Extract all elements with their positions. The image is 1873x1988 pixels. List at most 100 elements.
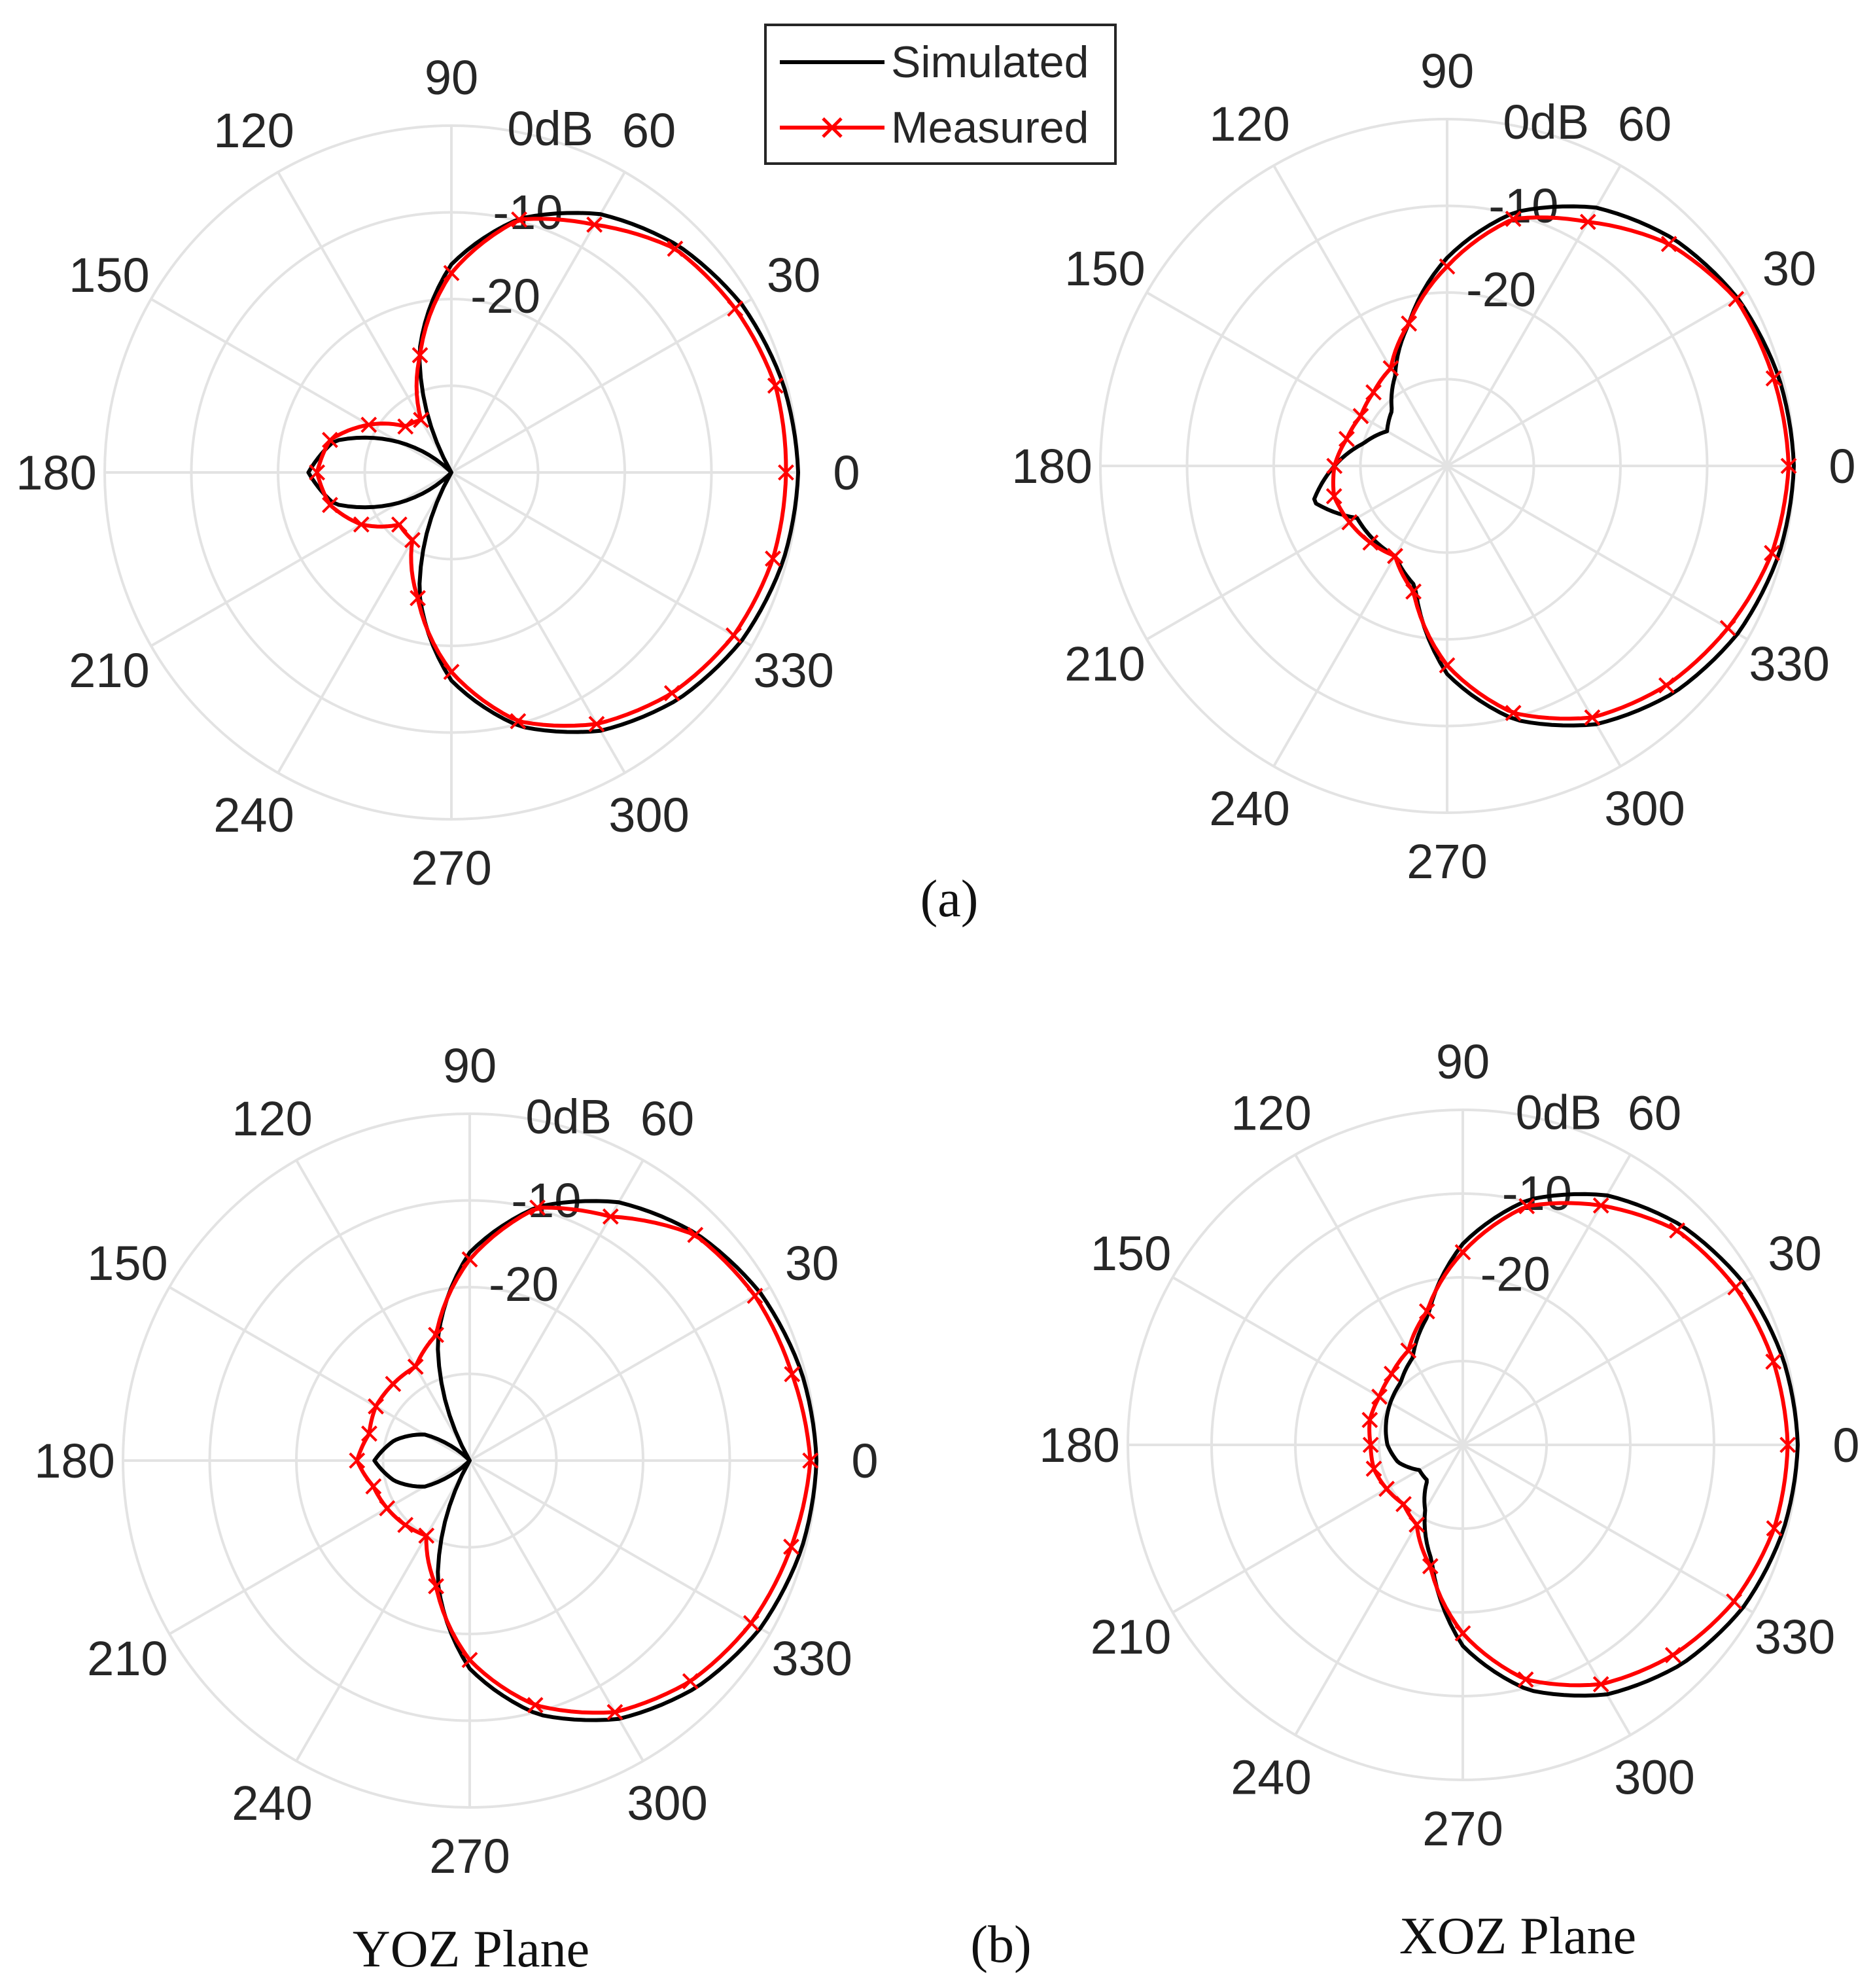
measured-point-marker	[1341, 514, 1358, 531]
legend: Simulated Measured	[764, 24, 1117, 165]
measured-point-marker	[1365, 384, 1382, 400]
measured-point-marker	[353, 516, 370, 533]
radial-tick-label: 0dB	[525, 1090, 612, 1144]
grid-spoke	[169, 1459, 470, 1635]
legend-box	[764, 24, 1117, 165]
measured-point-marker	[1361, 1411, 1378, 1429]
measured-point-marker	[1382, 360, 1399, 377]
measured-point-marker	[1592, 1197, 1609, 1214]
polar-panels: 03060901201501802102402703003300dB-10-20…	[16, 44, 1859, 1883]
grid-spoke	[1446, 165, 1622, 467]
measured-point-marker	[1584, 709, 1601, 726]
grid-spoke	[1446, 291, 1748, 467]
measured-point-marker	[309, 464, 326, 481]
measured-point-marker	[511, 211, 527, 228]
measured-point-marker	[743, 1615, 760, 1631]
measured-point-marker	[1592, 1676, 1609, 1693]
measured-point-marker	[1726, 1593, 1742, 1610]
legend-label-simulated: Simulated	[891, 37, 1089, 87]
angle-tick-label: 270	[1407, 834, 1487, 889]
angle-tick-label: 270	[429, 1829, 510, 1883]
angle-tick-label: 90	[1420, 44, 1474, 98]
measured-point-marker	[1422, 1558, 1439, 1574]
measured-point-marker	[527, 1697, 544, 1714]
radial-tick-label: -20	[470, 269, 540, 323]
series-line-simulated	[372, 1199, 818, 1722]
measured-point-marker	[1658, 677, 1675, 694]
angle-tick-label: 150	[69, 248, 149, 302]
measured-point-marker	[418, 1527, 435, 1544]
measured-point-marker	[1339, 431, 1355, 448]
angle-tick-label: 180	[16, 446, 96, 500]
measured-point-marker	[1764, 544, 1780, 561]
grid-spoke	[1272, 465, 1448, 767]
measured-point-marker	[682, 1673, 699, 1690]
measured-point-marker	[361, 1425, 377, 1442]
measured-point-marker	[443, 264, 460, 281]
angle-tick-label: 240	[232, 1776, 312, 1830]
measured-point-marker	[391, 516, 408, 533]
measured-point-marker	[379, 1500, 396, 1517]
grid-spoke	[1146, 291, 1448, 467]
measured-point-marker	[586, 216, 603, 233]
legend-label-measured: Measured	[891, 103, 1089, 152]
angle-tick-label: 210	[87, 1631, 167, 1686]
measured-point-marker	[1505, 211, 1522, 227]
angle-tick-label: 30	[785, 1236, 839, 1290]
measured-point-marker	[322, 431, 338, 448]
grid-spoke	[169, 1286, 470, 1462]
angle-tick-label: 0	[1829, 439, 1855, 493]
measured-point-marker	[360, 416, 377, 433]
measured-point-marker	[1765, 370, 1782, 387]
series-line-simulated	[306, 211, 800, 734]
measured-point-marker	[667, 240, 684, 257]
angle-tick-label: 0	[1832, 1418, 1859, 1472]
measured-point-marker	[802, 1452, 819, 1469]
measured-point-marker	[397, 1516, 414, 1533]
measured-point-marker	[529, 1199, 546, 1216]
grid-spoke	[1272, 165, 1448, 467]
measured-point-marker	[1728, 291, 1745, 308]
measured-point-marker	[443, 664, 460, 681]
grid-spoke	[450, 298, 752, 474]
measured-point-marker	[510, 713, 527, 730]
measured-point-marker	[1325, 488, 1342, 505]
measured-point-marker	[1378, 1480, 1395, 1497]
grid-spoke	[295, 1459, 471, 1762]
angle-tick-label: 240	[1231, 1750, 1311, 1804]
angle-tick-label: 120	[1209, 97, 1289, 151]
angle-tick-label: 120	[232, 1092, 312, 1146]
radial-tick-label: 0dB	[507, 101, 593, 156]
angle-tick-label: 210	[1091, 1610, 1171, 1664]
grid-spoke	[1446, 465, 1748, 641]
angle-tick-label: 180	[1039, 1418, 1119, 1472]
angle-tick-label: 300	[627, 1776, 707, 1830]
angle-tick-label: 180	[34, 1434, 114, 1488]
grid-spoke	[277, 471, 453, 773]
angle-tick-label: 30	[1768, 1226, 1821, 1281]
angle-tick-label: 330	[753, 643, 833, 698]
grid-spoke	[1462, 1444, 1754, 1614]
measured-point-marker	[365, 1478, 382, 1495]
angle-tick-label: 60	[1618, 97, 1672, 151]
measured-point-marker	[727, 300, 744, 317]
measured-point-marker	[1395, 1496, 1412, 1512]
measured-point-marker	[404, 531, 421, 548]
radial-tick-label: -20	[489, 1257, 559, 1311]
radial-tick-label: -20	[1480, 1247, 1550, 1302]
angle-tick-label: 120	[1231, 1086, 1311, 1141]
measured-point-marker	[1664, 1646, 1681, 1663]
caption-b: (b)	[970, 1916, 1031, 1974]
grid-spoke	[1172, 1276, 1463, 1446]
measured-point-marker	[1766, 1520, 1783, 1536]
angle-tick-label: 330	[1755, 1610, 1835, 1664]
measured-point-marker	[1579, 213, 1596, 230]
angle-tick-label: 30	[767, 248, 820, 302]
grid-spoke	[1146, 465, 1448, 641]
measured-point-marker	[1326, 457, 1343, 474]
measured-point-marker	[687, 1226, 704, 1243]
grid-spoke	[468, 1286, 771, 1462]
